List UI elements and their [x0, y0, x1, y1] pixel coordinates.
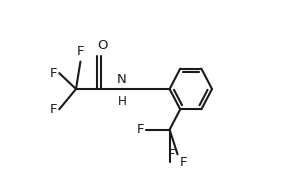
Text: O: O — [98, 39, 108, 52]
Text: H: H — [118, 95, 126, 108]
Text: F: F — [168, 148, 175, 161]
Text: F: F — [50, 103, 58, 116]
Text: F: F — [50, 67, 58, 80]
Text: N: N — [117, 73, 127, 86]
Text: F: F — [137, 123, 144, 136]
Text: F: F — [179, 156, 187, 169]
Text: F: F — [77, 45, 84, 58]
